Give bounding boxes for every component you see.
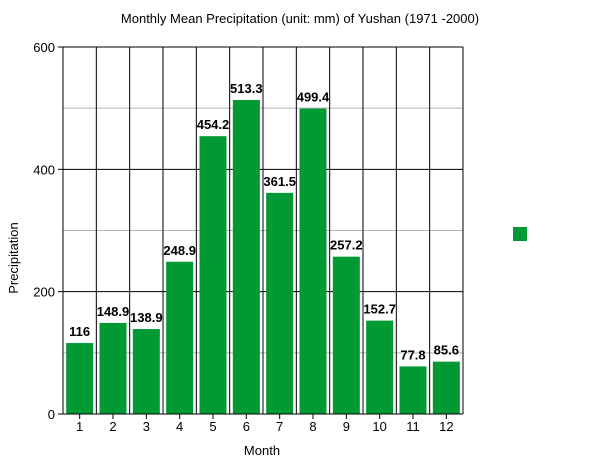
- x-tick-label: 6: [243, 419, 250, 434]
- x-tick-label: 8: [309, 419, 316, 434]
- y-tick-label: 400: [33, 162, 55, 177]
- bar-month-3: [132, 329, 160, 414]
- x-tick-label: 1: [76, 419, 83, 434]
- bar-month-6: [232, 100, 260, 415]
- data-label-month-5: 454.2: [197, 117, 230, 132]
- bars: [66, 100, 460, 415]
- bar-month-9: [332, 256, 360, 414]
- data-label-month-1: 116: [69, 324, 90, 339]
- bar-month-8: [299, 108, 327, 415]
- data-label-month-9: 257.2: [330, 238, 363, 253]
- x-tick-label: 10: [372, 419, 386, 434]
- data-label-month-7: 361.5: [263, 174, 296, 189]
- data-label-month-3: 138.9: [130, 310, 163, 325]
- x-tick-label: 7: [276, 419, 283, 434]
- data-label-month-8: 499.4: [297, 90, 330, 105]
- data-label-month-2: 148.9: [97, 304, 130, 319]
- grid-lines: [63, 46, 464, 414]
- data-labels: 116 148.9 138.9 248.9 454.2 513.3 361.5 499.4 25…: [69, 81, 459, 362]
- legend-swatch: [513, 227, 527, 241]
- bar-month-7: [266, 192, 294, 414]
- data-label-month-6: 513.3: [230, 81, 263, 96]
- data-label-month-12: 85.6: [434, 343, 459, 358]
- x-axis-ticks: 1 2 3 4 5 6 7 8 9 10 11 12: [76, 414, 454, 434]
- y-tick-label: 0: [48, 407, 55, 422]
- data-label-month-4: 248.9: [163, 243, 196, 258]
- data-label-month-11: 77.8: [400, 347, 425, 362]
- bar-month-12: [432, 361, 460, 414]
- x-axis-label: Month: [244, 443, 280, 458]
- y-tick-label: 200: [33, 285, 55, 300]
- y-axis-label: Precipitation: [6, 222, 21, 294]
- y-axis-ticks: 0 200 400 600: [33, 40, 63, 422]
- bar-month-10: [366, 320, 394, 414]
- x-tick-label: 11: [406, 419, 420, 434]
- x-tick-label: 2: [109, 419, 116, 434]
- bar-month-5: [199, 136, 227, 414]
- bar-month-1: [66, 343, 94, 414]
- x-tick-label: 12: [439, 419, 453, 434]
- bar-month-4: [166, 261, 194, 414]
- x-tick-label: 3: [143, 419, 150, 434]
- x-tick-label: 5: [209, 419, 216, 434]
- x-tick-label: 9: [343, 419, 350, 434]
- bar-month-11: [399, 366, 427, 414]
- bar-month-2: [99, 322, 127, 414]
- y-tick-label: 600: [33, 40, 55, 55]
- chart-title: Monthly Mean Precipitation (unit: mm) of…: [121, 11, 479, 26]
- x-tick-label: 4: [176, 419, 183, 434]
- data-label-month-10: 152.7: [363, 302, 396, 317]
